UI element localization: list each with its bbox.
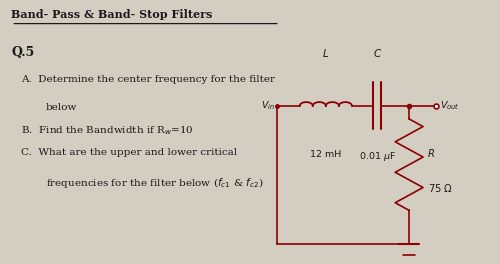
Text: B.  Find the Bandwidth if R$_w$=10: B. Find the Bandwidth if R$_w$=10 <box>22 124 194 137</box>
Text: 75 $\Omega$: 75 $\Omega$ <box>428 182 453 194</box>
Text: L: L <box>323 49 328 59</box>
Text: below: below <box>46 103 78 112</box>
Text: Band- Pass & Band- Stop Filters: Band- Pass & Band- Stop Filters <box>12 9 212 20</box>
Text: $V_{in}$: $V_{in}$ <box>261 100 275 112</box>
Text: C.  What are the upper and lower critical: C. What are the upper and lower critical <box>22 148 238 157</box>
Text: R: R <box>428 149 435 159</box>
Text: frequencies for the filter below ($f_{c1}$ & $f_{c2}$): frequencies for the filter below ($f_{c1… <box>46 176 264 190</box>
Text: A.  Determine the center frequency for the filter: A. Determine the center frequency for th… <box>22 74 276 83</box>
Text: 12 mH: 12 mH <box>310 150 342 159</box>
Text: $V_{out}$: $V_{out}$ <box>440 100 460 112</box>
Text: C: C <box>374 49 381 59</box>
Text: 0.01 $\mu$F: 0.01 $\mu$F <box>359 150 396 163</box>
Text: Q.5: Q.5 <box>12 46 34 59</box>
